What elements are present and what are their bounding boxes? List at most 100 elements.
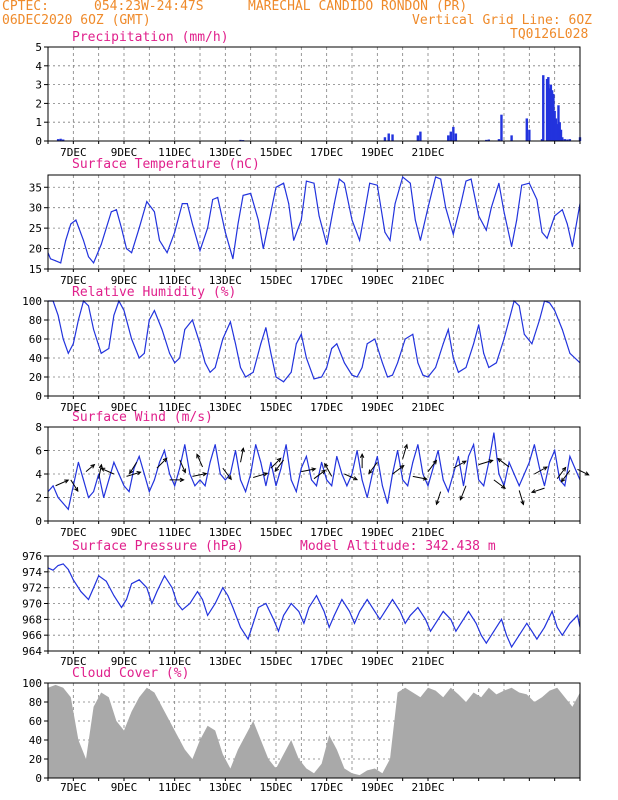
rh-point	[153, 310, 155, 311]
temp-point	[60, 262, 62, 264]
precip-xtick-label: 11DEC	[158, 146, 191, 159]
pressure-point	[273, 618, 274, 620]
pressure-point	[283, 614, 285, 616]
precip-ytick-label: 1	[35, 116, 42, 129]
wind-arrow	[344, 473, 358, 481]
wind-point	[184, 444, 186, 446]
temp-point	[262, 248, 264, 250]
wind-point	[473, 444, 475, 446]
temp-point	[267, 223, 269, 225]
wind-arrow	[126, 471, 141, 477]
pressure-point	[493, 630, 495, 632]
rh-point	[290, 371, 292, 373]
wind-point	[204, 485, 206, 487]
pressure-xtick-label: 13DEC	[209, 655, 242, 668]
temp-point	[212, 199, 214, 200]
rh-point	[204, 362, 206, 364]
rh-point	[313, 378, 315, 380]
temp-point	[369, 182, 371, 184]
pressure-point	[349, 610, 350, 612]
wind-arrow	[459, 485, 467, 500]
rh-ytick-label: 80	[29, 314, 42, 327]
wind-arrow-head	[263, 472, 269, 477]
wind-arrow-head	[276, 457, 282, 463]
wind-arrow	[368, 461, 378, 474]
temp-point	[402, 176, 404, 178]
wind-point	[133, 467, 135, 469]
wind-arrow	[101, 467, 115, 475]
pressure-point	[232, 607, 234, 608]
temp-point	[313, 182, 315, 184]
cloud-panel: 0 20 40 60 80 100 7DEC 9DEC 11DEC 13DEC 15DEC 17DEC…	[22, 666, 581, 794]
temp-point	[528, 182, 530, 184]
rh-point	[209, 371, 211, 373]
pressure-point	[146, 587, 148, 589]
wind-arrow	[98, 464, 102, 479]
pressure-point	[384, 610, 386, 612]
wind-point	[437, 450, 439, 451]
pressure-point	[67, 569, 69, 570]
precip-ytick-label: 3	[35, 79, 42, 92]
temp-point	[414, 219, 416, 221]
pressure-point	[227, 595, 229, 597]
wind-arrow-head	[561, 466, 567, 472]
wind-point	[260, 461, 262, 463]
temp-point	[516, 219, 518, 221]
temp-point	[115, 209, 117, 211]
wind-point	[67, 508, 69, 510]
wind-arrow	[493, 479, 506, 489]
wind-point	[52, 485, 54, 487]
temp-xtick-label: 15DEC	[259, 274, 292, 287]
precip-bar	[561, 137, 564, 141]
temp-point	[566, 223, 568, 225]
temp-point	[166, 252, 168, 254]
rh-ytick-label: 60	[29, 333, 42, 346]
wind-point	[569, 455, 571, 457]
precip-xtick-label: 9DEC	[111, 146, 138, 159]
rh-point	[427, 376, 429, 378]
pressure-point	[354, 622, 355, 624]
wind-point	[432, 467, 434, 469]
wind-arrow	[179, 459, 186, 473]
wind-arrow	[518, 490, 524, 505]
header-station-name: MARECHAL CANDIDO RONDON (PR)	[248, 0, 468, 14]
temp-point	[546, 237, 548, 239]
temp-point	[333, 203, 335, 205]
pressure-point	[536, 638, 538, 640]
precip-bar	[62, 139, 65, 141]
precip-xtick-label: 7DEC	[60, 146, 87, 159]
rh-point	[452, 357, 454, 359]
wind-point	[229, 473, 231, 475]
precip-bar	[387, 133, 390, 141]
pressure-title: Surface Pressure (hPa)	[72, 539, 244, 554]
precip-title: Precipitation (mm/h)	[72, 30, 229, 45]
precip-bar	[547, 77, 550, 141]
temp-point	[419, 239, 421, 241]
pressure-point	[298, 610, 300, 612]
wind-arrow	[556, 467, 566, 480]
wind-point	[57, 497, 59, 498]
wind-arrow-head	[501, 484, 506, 489]
precip-bar	[447, 135, 450, 141]
rh-point	[518, 305, 520, 307]
temp-ytick-label: 30	[29, 202, 42, 215]
cloud-ytick-label: 0	[35, 772, 42, 785]
pressure-point	[435, 622, 437, 624]
wind-point	[174, 485, 176, 487]
rh-point	[67, 352, 69, 354]
pressure-point	[531, 630, 533, 632]
cloud-title: Cloud Cover (%)	[72, 666, 189, 681]
precip-bar	[485, 139, 488, 141]
wind-point	[295, 491, 297, 493]
wind-arrow-head	[202, 472, 208, 477]
temp-point	[571, 246, 573, 247]
cloud-ytick-label: 40	[29, 734, 42, 747]
rh-point	[169, 352, 171, 354]
wind-arrow	[129, 461, 138, 474]
temp-point	[452, 233, 454, 235]
precip-bar	[554, 118, 558, 141]
rh-xtick-label: 15DEC	[259, 401, 292, 414]
wind-point	[83, 479, 84, 481]
wind-arrow-head	[162, 457, 168, 463]
temp-point	[435, 176, 437, 178]
